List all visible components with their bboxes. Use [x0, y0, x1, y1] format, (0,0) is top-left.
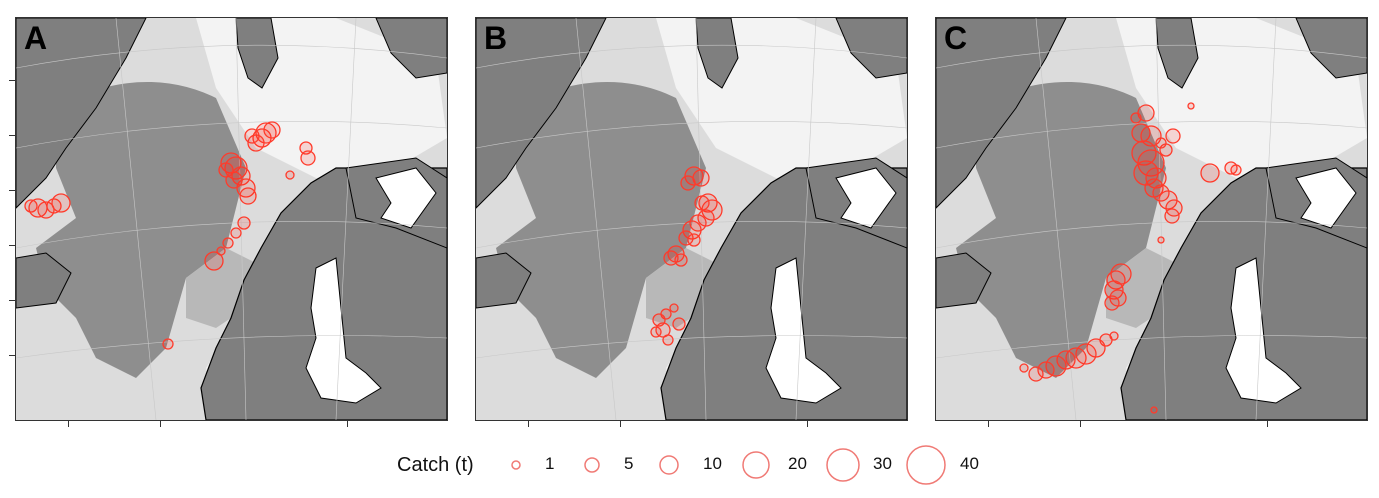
graticule — [476, 18, 907, 420]
map-canvas — [16, 18, 447, 420]
map-panel-a: A — [15, 17, 448, 421]
legend-circle-40 — [906, 445, 946, 485]
axis-tick — [9, 80, 15, 81]
axis-tick — [9, 135, 15, 136]
sea-white-sea — [375, 167, 437, 229]
land-iceland — [16, 252, 72, 309]
axis-tick — [9, 245, 15, 246]
land-greenland — [936, 18, 1067, 209]
axis-tick — [1080, 421, 1081, 427]
land-greenland — [476, 18, 607, 209]
legend-label: 10 — [703, 454, 722, 473]
catch-markers — [650, 166, 723, 346]
legend-symbols — [511, 445, 946, 485]
axis-tick — [347, 421, 348, 427]
axis-tick — [528, 421, 529, 427]
land-svalbard — [235, 18, 279, 89]
sea-white-sea — [1295, 167, 1357, 229]
land-iceland — [936, 252, 992, 309]
land-novaya — [1295, 18, 1367, 79]
axis-tick — [807, 421, 808, 427]
map-panel-b: B — [475, 17, 908, 421]
land-novaya — [375, 18, 447, 79]
land-svalbard — [695, 18, 739, 89]
sea-white-sea — [835, 167, 897, 229]
sea-baltic — [765, 257, 842, 404]
map-panel-c: C — [935, 17, 1368, 421]
legend-circle-1 — [511, 460, 521, 470]
sea-baltic — [1225, 257, 1302, 404]
sea-baltic — [305, 257, 382, 404]
axis-tick — [9, 300, 15, 301]
land-iceland — [476, 252, 532, 309]
legend-circle-10 — [659, 455, 679, 475]
axis-tick — [160, 421, 161, 427]
axis-tick — [988, 421, 989, 427]
legend-label: 20 — [788, 454, 807, 473]
panel-label: B — [484, 20, 508, 56]
legend-label: 40 — [960, 454, 979, 473]
axis-tick — [1267, 421, 1268, 427]
axis-tick — [68, 421, 69, 427]
catch-markers — [24, 121, 316, 350]
axis-tick — [620, 421, 621, 427]
legend-circle-5 — [584, 457, 600, 473]
catch-legend: Catch (t) 1 5 10 20 30 40 — [0, 430, 1379, 498]
map-canvas — [476, 18, 907, 420]
legend-label: 5 — [624, 454, 634, 473]
axis-tick — [9, 190, 15, 191]
legend-title: Catch (t) — [397, 454, 474, 476]
map-canvas — [936, 18, 1367, 420]
catch-markers — [1019, 102, 1242, 414]
axis-tick — [9, 355, 15, 356]
legend-label: 30 — [873, 454, 892, 473]
land-svalbard — [1155, 18, 1199, 89]
panel-label: C — [944, 20, 968, 56]
legend-circle-30 — [826, 448, 860, 482]
panel-label: A — [24, 20, 48, 56]
legend-circle-20 — [742, 451, 770, 479]
land-novaya — [835, 18, 907, 79]
graticule — [16, 18, 447, 420]
graticule — [936, 18, 1367, 420]
land-greenland — [16, 18, 147, 209]
legend-label: 1 — [545, 454, 555, 473]
